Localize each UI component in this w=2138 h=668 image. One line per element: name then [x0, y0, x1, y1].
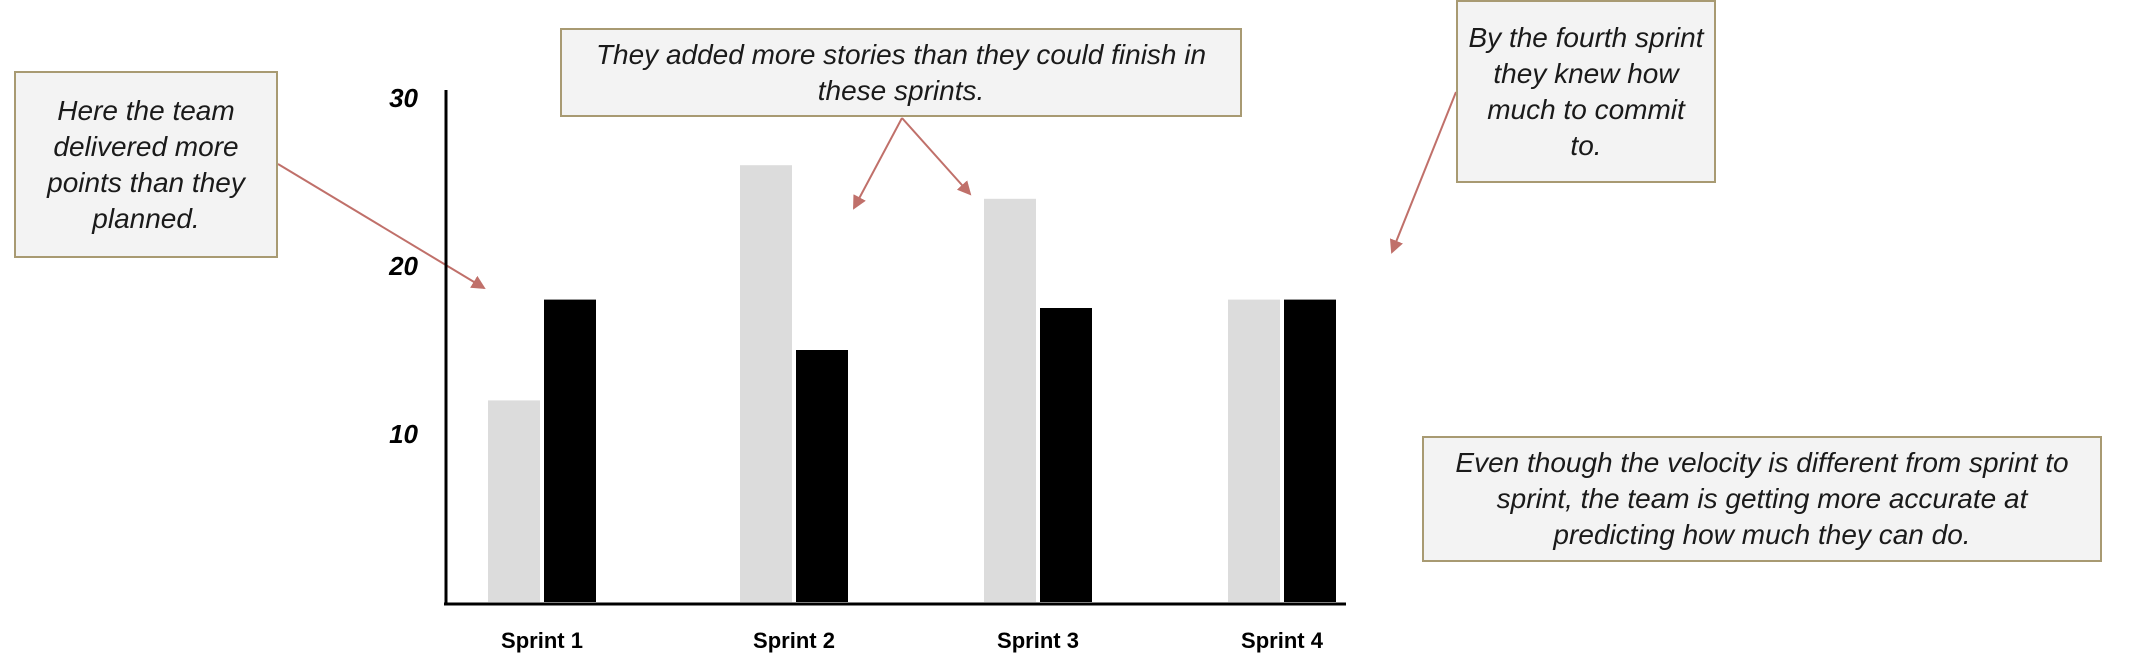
bar-dark-sprint-4 [1284, 299, 1336, 602]
annotation-arrow [901, 117, 972, 196]
bar-dark-sprint-3 [1040, 308, 1092, 602]
annotation-fourth-sprint: By the fourth sprint they knew how much … [1456, 0, 1716, 183]
x-category-label: Sprint 1 [501, 628, 583, 653]
y-tick-label: 30 [389, 83, 418, 113]
y-tick-labels: 10 20 30 [388, 83, 418, 449]
x-category-label: Sprint 4 [1241, 628, 1324, 653]
y-tick-label: 20 [388, 251, 418, 281]
bar-dark-sprint-1 [544, 299, 596, 602]
annotation-text: Even though the velocity is different fr… [1455, 447, 2069, 550]
y-tick-label: 10 [389, 419, 418, 449]
x-category-label: Sprint 2 [753, 628, 835, 653]
annotation-text: They added more stories than they could … [595, 38, 1207, 106]
annotation-over-commit: They added more stories than they could … [560, 28, 1242, 117]
bar-dark-sprint-2 [796, 350, 848, 602]
annotation-arrow [853, 117, 903, 210]
annotation-accuracy: Even though the velocity is different fr… [1422, 436, 2102, 562]
x-category-label: Sprint 3 [997, 628, 1079, 653]
bar-light-sprint-1 [488, 400, 540, 602]
annotation-arrow [277, 163, 486, 290]
annotation-text: Here the team delivered more points than… [47, 94, 245, 234]
bar-light-sprint-2 [740, 165, 792, 602]
bar-group [488, 165, 1336, 603]
bar-light-sprint-4 [1228, 299, 1280, 602]
annotation-over-delivery: Here the team delivered more points than… [14, 71, 278, 258]
bar-light-sprint-3 [984, 198, 1036, 603]
annotation-text: By the fourth sprint they knew how much … [1468, 21, 1704, 161]
annotation-arrow [1389, 91, 1457, 254]
annotation-arrows [277, 91, 1457, 290]
x-category-labels: Sprint 1 Sprint 2 Sprint 3 Sprint 4 [501, 628, 1324, 653]
